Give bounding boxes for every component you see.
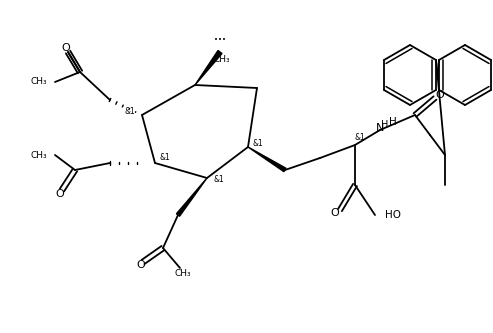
Text: H: H	[381, 120, 388, 130]
Text: N: N	[376, 123, 384, 133]
Text: &1: &1	[160, 154, 171, 163]
Text: O: O	[56, 189, 65, 199]
Text: CH₃: CH₃	[31, 78, 47, 87]
Text: &1: &1	[213, 175, 224, 184]
Text: &1: &1	[354, 133, 365, 142]
Polygon shape	[248, 147, 286, 172]
Text: •••: •••	[214, 37, 226, 43]
Text: CH₃: CH₃	[213, 56, 230, 65]
Text: &1: &1	[125, 108, 136, 117]
Text: O: O	[331, 208, 339, 218]
Polygon shape	[195, 51, 222, 85]
Text: H: H	[389, 117, 397, 127]
Text: O: O	[137, 260, 145, 270]
Text: &1: &1	[252, 140, 263, 149]
Polygon shape	[176, 178, 207, 216]
Text: CH₃: CH₃	[175, 268, 191, 277]
Text: O: O	[62, 43, 70, 53]
Text: CH₃: CH₃	[31, 151, 47, 160]
Text: O: O	[436, 90, 444, 100]
Text: HO: HO	[385, 210, 401, 220]
